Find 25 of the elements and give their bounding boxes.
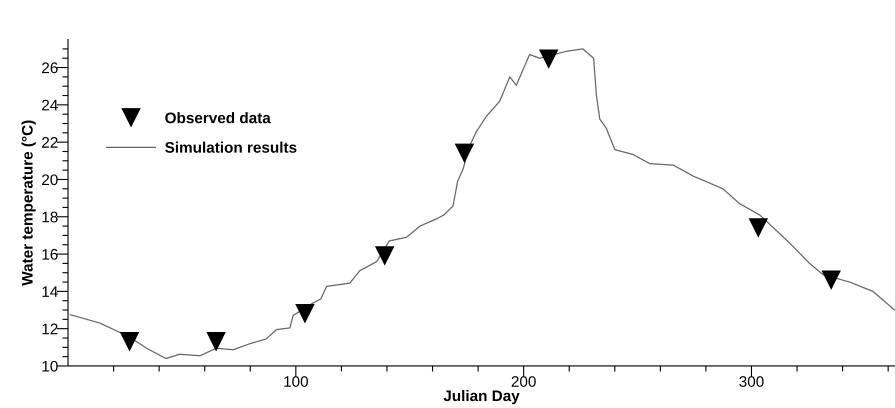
y-tick-label: 24 xyxy=(42,100,58,110)
legend-label: Simulation results xyxy=(165,142,296,153)
y-tick-label: 12 xyxy=(42,324,58,334)
x-tick-label: 100 xyxy=(284,376,308,387)
y-tick-label: 10 xyxy=(42,360,58,372)
y-tick-label: 18 xyxy=(42,212,58,222)
point xyxy=(374,246,394,266)
y-axis-title: Water temperature (°C) xyxy=(22,120,36,286)
point xyxy=(206,332,226,352)
y-tick-label: 14 xyxy=(42,286,58,297)
point xyxy=(454,144,474,164)
x-axis-title: Julian Day xyxy=(444,390,520,404)
point xyxy=(295,304,315,324)
x-tick-label: 300 xyxy=(739,376,764,387)
point xyxy=(120,332,140,352)
point xyxy=(748,218,768,238)
y-tick-label: 20 xyxy=(42,174,58,186)
legend-label: Observed data xyxy=(165,112,271,124)
y-tick-label: 16 xyxy=(42,248,58,260)
y-tick-label: 22 xyxy=(42,137,58,148)
point xyxy=(538,49,558,69)
y-tick-label: 26 xyxy=(42,62,58,74)
x-tick-label: 200 xyxy=(512,376,536,387)
line-series xyxy=(70,48,895,360)
point xyxy=(821,270,841,290)
